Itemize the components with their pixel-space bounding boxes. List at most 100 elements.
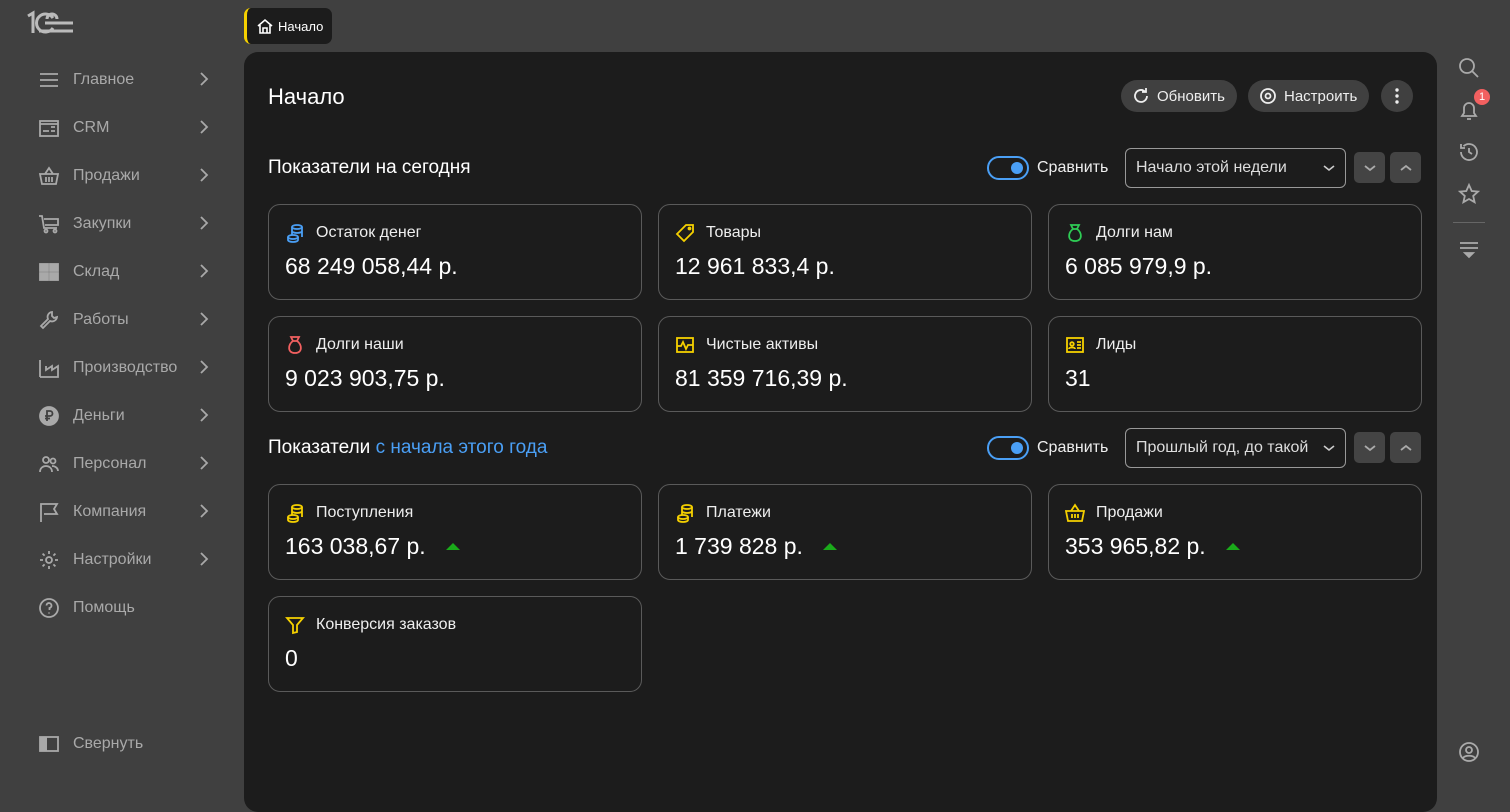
sidebar-item-purchases[interactable]: Закупки	[0, 200, 244, 248]
cart-icon	[39, 215, 59, 234]
help-icon	[39, 598, 59, 618]
sidebar-item-label: Продажи	[73, 167, 140, 184]
card-label: Чистые активы	[706, 336, 819, 353]
configure-button[interactable]: Настроить	[1248, 80, 1370, 112]
sidebar-item-warehouse[interactable]: Склад	[0, 248, 244, 296]
card-value: 81 359 716,39 р.	[675, 365, 848, 391]
filter-lines-icon[interactable]	[1457, 238, 1481, 262]
collapse-down-button[interactable]	[1354, 152, 1385, 183]
tag-icon	[675, 224, 694, 243]
home-icon	[257, 18, 273, 34]
card-value: 163 038,67 р.	[285, 533, 460, 560]
metric-card-payables[interactable]: Долги наши 9 023 903,75 р.	[268, 316, 642, 412]
card-value: 1 739 828 р.	[675, 533, 837, 560]
metric-card-sales[interactable]: Продажи 353 965,82 р.	[1048, 484, 1422, 580]
chevron-right-icon	[200, 456, 209, 470]
sidebar-item-crm[interactable]: CRM	[0, 104, 244, 152]
sidebar-item-company[interactable]: Компания	[0, 488, 244, 536]
metric-card-net-assets[interactable]: Чистые активы 81 359 716,39 р.	[658, 316, 1032, 412]
factory-icon	[39, 360, 59, 378]
menu-icon	[40, 73, 58, 87]
bell-icon[interactable]	[1457, 98, 1481, 122]
sidebar-item-label: Закупки	[73, 215, 132, 232]
sidebar-item-production[interactable]: Производство	[0, 344, 244, 392]
history-icon[interactable]	[1457, 140, 1481, 164]
user-account-icon[interactable]	[1457, 740, 1481, 764]
sidebar-item-label: Деньги	[73, 407, 125, 424]
pulse-chart-icon	[676, 337, 694, 353]
metric-card-payments[interactable]: Платежи 1 739 828 р.	[658, 484, 1032, 580]
sidebar-item-main[interactable]: Главное	[0, 56, 244, 104]
tab-home[interactable]: Начало	[244, 8, 332, 44]
metric-card-receivables[interactable]: Долги нам 6 085 979,9 р.	[1048, 204, 1422, 300]
sidebar-item-works[interactable]: Работы	[0, 296, 244, 344]
period-value: Прошлый год, до такой	[1136, 439, 1309, 456]
metric-card-receipts[interactable]: Поступления 163 038,67 р.	[268, 484, 642, 580]
chevron-right-icon	[200, 408, 209, 422]
collapse-down-button[interactable]	[1354, 432, 1385, 463]
metric-card-leads[interactable]: Лиды 31	[1048, 316, 1422, 412]
metric-card-cash[interactable]: Остаток денег 68 249 058,44 р.	[268, 204, 642, 300]
sidebar-item-label: Главное	[73, 71, 135, 88]
toggle-switch[interactable]	[987, 156, 1029, 180]
main-panel: Начало Обновить Настроить Показатели на …	[244, 52, 1437, 812]
flag-icon	[40, 503, 59, 522]
section-title-year: Показатели с начала этого года	[268, 437, 547, 459]
sidebar-item-label: Работы	[73, 311, 129, 328]
people-icon	[39, 456, 59, 473]
card-value: 9 023 903,75 р.	[285, 365, 445, 391]
card-label: Лиды	[1096, 336, 1137, 353]
chevron-up-icon	[1399, 164, 1412, 171]
coins-icon	[287, 504, 303, 523]
sidebar-item-sales[interactable]: Продажи	[0, 152, 244, 200]
sidebar-item-label: Настройки	[73, 551, 152, 568]
section-title-prefix: Показатели	[268, 437, 371, 458]
chevron-down-icon	[1363, 164, 1376, 171]
metric-card-goods[interactable]: Товары 12 961 833,4 р.	[658, 204, 1032, 300]
sidebar-item-money[interactable]: Деньги	[0, 392, 244, 440]
sidebar-item-help[interactable]: Помощь	[0, 584, 244, 632]
coins-icon	[287, 224, 303, 243]
compare-label: Сравнить	[1037, 439, 1109, 456]
collapse-up-button[interactable]	[1390, 432, 1421, 463]
more-vertical-icon	[1395, 88, 1399, 104]
search-icon[interactable]	[1457, 56, 1481, 80]
period-link[interactable]: с начала этого года	[375, 437, 548, 458]
card-label: Остаток денег	[316, 224, 422, 241]
period-select-year[interactable]: Прошлый год, до такой	[1125, 428, 1346, 468]
coins-icon	[677, 504, 693, 523]
tab-label: Начало	[278, 18, 324, 34]
refresh-button[interactable]: Обновить	[1121, 80, 1237, 112]
chevron-down-icon	[1323, 165, 1335, 172]
contact-card-icon	[1066, 337, 1084, 353]
sidebar-item-settings[interactable]: Настройки	[0, 536, 244, 584]
card-label: Продажи	[1096, 504, 1163, 521]
period-select-today[interactable]: Начало этой недели	[1125, 148, 1346, 188]
chevron-down-icon	[1363, 444, 1376, 451]
collapse-sidebar-button[interactable]: Свернуть	[38, 733, 143, 755]
gear-icon	[1260, 88, 1276, 104]
toggle-switch[interactable]	[987, 436, 1029, 460]
funnel-icon	[285, 617, 305, 635]
compare-toggle-today[interactable]: Сравнить	[987, 156, 1108, 180]
notification-badge: 1	[1474, 89, 1490, 105]
sidebar-nav: Главное CRM Продажи Закупки Склад Работы…	[0, 56, 244, 632]
sidebar-item-label: CRM	[73, 119, 110, 136]
wrench-icon	[39, 310, 59, 330]
rail-divider	[1453, 222, 1485, 223]
collapse-up-button[interactable]	[1390, 152, 1421, 183]
card-value: 68 249 058,44 р.	[285, 253, 458, 279]
compare-toggle-year[interactable]: Сравнить	[987, 436, 1108, 460]
chevron-right-icon	[200, 72, 209, 86]
chevron-right-icon	[200, 216, 209, 230]
card-label: Долги нам	[1096, 224, 1173, 241]
more-button[interactable]	[1381, 80, 1413, 112]
chevron-right-icon	[200, 120, 209, 134]
sidebar-item-personnel[interactable]: Персонал	[0, 440, 244, 488]
money-bag-icon	[1068, 224, 1082, 242]
metric-card-conversion[interactable]: Конверсия заказов 0	[268, 596, 642, 692]
card-label: Конверсия заказов	[316, 616, 457, 633]
chevron-right-icon	[200, 264, 209, 278]
sidebar-item-label: Персонал	[73, 455, 147, 472]
star-icon[interactable]	[1457, 182, 1481, 206]
